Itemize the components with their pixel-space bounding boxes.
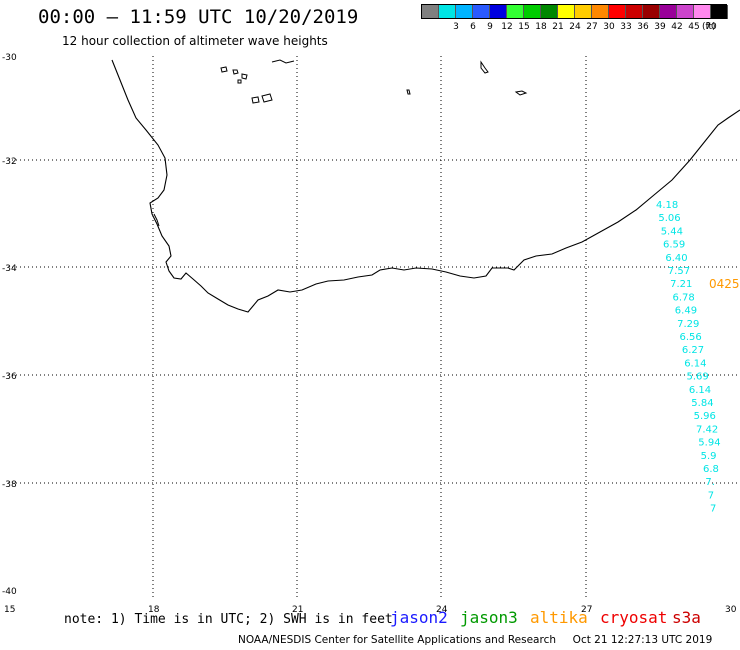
map-title: 00:00 – 11:59 UTC 10/20/2019 (38, 6, 359, 28)
legend-swatch (711, 5, 728, 19)
legend-label: 9 (487, 22, 493, 32)
longitude-label: 27 (581, 605, 592, 615)
wave-height-value: 5.9 (701, 451, 717, 462)
satellite-jason2: jason2 (390, 608, 448, 627)
legend-label: 15 (518, 22, 530, 32)
latitude-label: -30 (2, 53, 17, 63)
legend-label: 70 (705, 22, 717, 32)
latitude-label: -34 (2, 264, 17, 274)
satellite-jason3: jason3 (460, 608, 518, 627)
wave-height-value: 6.27 (682, 345, 704, 356)
legend-swatch (456, 5, 473, 19)
wave-height-value: 7.21 (670, 279, 692, 290)
legend-swatch (660, 5, 677, 19)
satellite-s3a: s3a (672, 608, 701, 627)
wave-height-value: 6.14 (689, 385, 711, 396)
pass-time-label: 0425 (709, 277, 740, 291)
lat-lon-grid (8, 56, 740, 600)
legend-swatch (609, 5, 626, 19)
satellite-altika: altika (530, 608, 588, 627)
legend-label: 21 (552, 22, 564, 32)
legend-label: 39 (654, 22, 666, 32)
legend-unit: (ft) (702, 22, 716, 32)
longitude-label: 21 (292, 605, 303, 615)
legend-swatch (439, 5, 456, 19)
wave-height-value: 7. (705, 477, 715, 488)
wave-height-value: 7 (708, 490, 714, 501)
south-africa-coastline (111, 59, 740, 313)
map-subtitle: 12 hour collection of altimeter wave hei… (62, 34, 328, 48)
wave-height-value: 5.44 (661, 226, 683, 237)
legend-frame (421, 4, 727, 19)
offshore-islands (153, 59, 528, 227)
legend-swatch (524, 5, 541, 19)
wave-height-value: 7.42 (696, 424, 718, 435)
wave-height-value: 6.78 (673, 292, 695, 303)
wave-height-value: 6.8 (703, 464, 719, 475)
longitude-label: 18 (148, 605, 160, 615)
legend-swatch (558, 5, 575, 19)
wave-height-value: 6.49 (675, 306, 697, 317)
legend-label: 3 (453, 22, 459, 32)
longitude-label: 30 (725, 605, 737, 615)
wave-height-value: 7 (710, 504, 716, 515)
legend-swatch (694, 5, 711, 19)
legend-swatch (507, 5, 524, 19)
legend-label: 6 (470, 22, 476, 32)
footer-note: note: 1) Time is in UTC; 2) SWH is in fe… (64, 612, 393, 627)
legend-label: 33 (620, 22, 632, 32)
legend-label: 45 (688, 22, 700, 32)
footer-credit: NOAA/NESDIS Center for Satellite Applica… (238, 634, 713, 646)
legend-swatch (490, 5, 507, 19)
wave-height-value: 5.06 (658, 213, 680, 224)
wave-height-value: 7.57 (668, 266, 690, 277)
legend-label: 18 (535, 22, 547, 32)
wave-height-value: 7.29 (677, 319, 699, 330)
wave-height-value: 5.69 (687, 372, 709, 383)
wave-height-value: 6.56 (680, 332, 702, 343)
wave-height-value: 4.18 (656, 200, 678, 211)
legend-label: 12 (501, 22, 513, 32)
legend-swatch (626, 5, 643, 19)
wave-height-value: 5.94 (698, 438, 720, 449)
legend-label: 27 (586, 22, 598, 32)
latitude-label: -38 (2, 480, 17, 490)
legend-label: 24 (569, 22, 581, 32)
latitude-label: -32 (2, 157, 17, 167)
legend-label: 30 (603, 22, 615, 32)
latitude-label: -40 (2, 587, 17, 597)
latitude-label: -36 (2, 372, 17, 382)
legend-swatch (643, 5, 660, 19)
wave-height-value: 6.14 (684, 358, 706, 369)
legend-swatch (473, 5, 490, 19)
satellite-cryosat: cryosat (600, 608, 668, 627)
legend-swatch (592, 5, 609, 19)
legend-swatch (575, 5, 592, 19)
legend-label: 42 (671, 22, 683, 32)
legend-swatch (422, 5, 439, 19)
longitude-label: 24 (436, 605, 448, 615)
wave-height-value: 5.96 (694, 411, 716, 422)
wave-height-value: 6.59 (663, 240, 685, 251)
legend-label: 36 (637, 22, 649, 32)
legend-swatch (541, 5, 558, 19)
longitude-label: 15 (4, 605, 15, 615)
wave-height-value: 5.84 (691, 398, 713, 409)
altimeter-track-values: 4.18 5.06 5.44 6.59 6.40 7.57 7.21 6.78 6.49 7.29… (656, 200, 740, 515)
axis-labels: -30 -32 -34 -36 -38 -40 15 18 21 24 27 30 (2, 53, 737, 615)
wave-height-value: 6.40 (665, 253, 687, 264)
legend-swatch (677, 5, 694, 19)
